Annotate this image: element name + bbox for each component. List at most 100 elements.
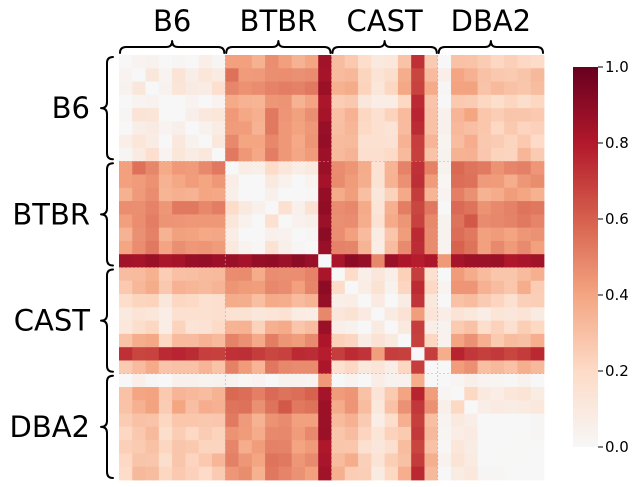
heatmap-cell bbox=[265, 347, 279, 361]
heatmap-cell bbox=[397, 227, 412, 242]
heatmap-cell bbox=[397, 68, 412, 82]
heatmap-cell bbox=[464, 466, 478, 481]
heatmap-cell bbox=[384, 240, 399, 255]
heatmap-cell bbox=[384, 55, 399, 69]
heatmap-cell bbox=[185, 187, 200, 202]
top-brace-b6 bbox=[119, 40, 226, 54]
heatmap-cell bbox=[477, 121, 492, 136]
heatmap-cell bbox=[331, 280, 346, 295]
heatmap-cell bbox=[119, 174, 133, 189]
heatmap-cell bbox=[225, 280, 239, 295]
heatmap-cell bbox=[185, 201, 200, 215]
heatmap-cell bbox=[251, 320, 266, 335]
heatmap-cell bbox=[451, 426, 465, 441]
heatmap-cell bbox=[358, 333, 372, 348]
heatmap-cell bbox=[318, 254, 332, 268]
left-brace-dba2 bbox=[100, 374, 114, 479]
heatmap-cell bbox=[331, 108, 346, 122]
heatmap-cell bbox=[411, 174, 425, 189]
heatmap-cell bbox=[517, 214, 532, 229]
heatmap-cell bbox=[211, 387, 226, 401]
heatmap-cell bbox=[238, 68, 253, 82]
heatmap-cell bbox=[451, 240, 465, 255]
heatmap-cell bbox=[318, 214, 332, 229]
heatmap-cell bbox=[318, 466, 332, 481]
heatmap-cell bbox=[384, 400, 399, 414]
heatmap-cell bbox=[158, 214, 173, 229]
heatmap-cell bbox=[397, 360, 412, 375]
heatmap-cell bbox=[530, 227, 545, 242]
heatmap-cell bbox=[451, 413, 465, 428]
heatmap-cell bbox=[397, 240, 412, 255]
heatmap-cell bbox=[411, 413, 425, 428]
heatmap-cell bbox=[384, 267, 399, 282]
heatmap-cell bbox=[172, 413, 186, 428]
heatmap-cell bbox=[490, 147, 505, 162]
heatmap-cell bbox=[371, 254, 386, 268]
heatmap-cell bbox=[504, 94, 518, 109]
heatmap-cell bbox=[318, 134, 332, 149]
heatmap-cell bbox=[225, 347, 239, 361]
heatmap-cell bbox=[331, 426, 346, 441]
heatmap-cell bbox=[265, 240, 279, 255]
heatmap-cell bbox=[517, 333, 532, 348]
heatmap-cell bbox=[172, 147, 186, 162]
heatmap-cell bbox=[172, 440, 186, 454]
heatmap-cell bbox=[158, 201, 173, 215]
heatmap-cell bbox=[331, 387, 346, 401]
heatmap-cell bbox=[477, 161, 492, 175]
heatmap-cell bbox=[384, 68, 399, 82]
left-group-label: CAST bbox=[14, 304, 90, 338]
heatmap-cell bbox=[132, 307, 146, 322]
heatmap-cell bbox=[384, 121, 399, 136]
heatmap-cell bbox=[424, 373, 439, 388]
heatmap-cell bbox=[225, 81, 239, 96]
heatmap-cell bbox=[344, 68, 359, 82]
heatmap-cell bbox=[172, 307, 186, 322]
heatmap-cell bbox=[251, 68, 266, 82]
heatmap-cell bbox=[211, 174, 226, 189]
heatmap-cell bbox=[451, 134, 465, 149]
heatmap-cell bbox=[397, 55, 412, 69]
heatmap-cell bbox=[397, 333, 412, 348]
heatmap-cell bbox=[132, 134, 146, 149]
heatmap-cell bbox=[477, 400, 492, 414]
heatmap-cell bbox=[172, 201, 186, 215]
heatmap-cell bbox=[331, 55, 346, 69]
heatmap-cell bbox=[198, 161, 213, 175]
heatmap-cell bbox=[225, 121, 239, 136]
heatmap-cell bbox=[384, 81, 399, 96]
heatmap-cell bbox=[451, 320, 465, 335]
heatmap-cell bbox=[517, 201, 532, 215]
heatmap-cell bbox=[437, 294, 452, 308]
heatmap-cell bbox=[331, 214, 346, 229]
heatmap-cell bbox=[251, 440, 266, 454]
heatmap-cell bbox=[304, 174, 319, 189]
heatmap-cell bbox=[397, 201, 412, 215]
heatmap-cell bbox=[251, 108, 266, 122]
heatmap-cell bbox=[384, 426, 399, 441]
heatmap-cell bbox=[490, 333, 505, 348]
heatmap-cell bbox=[172, 68, 186, 82]
heatmap-cell bbox=[158, 147, 173, 162]
top-brace-btbr bbox=[225, 40, 332, 54]
heatmap-cell bbox=[331, 347, 346, 361]
heatmap-cell bbox=[424, 387, 439, 401]
heatmap-cell bbox=[504, 294, 518, 308]
heatmap-cell bbox=[145, 387, 160, 401]
heatmap-cell bbox=[172, 347, 186, 361]
heatmap-cell bbox=[211, 440, 226, 454]
heatmap-cell bbox=[172, 453, 186, 468]
heatmap-cell bbox=[384, 227, 399, 242]
heatmap-cell bbox=[225, 187, 239, 202]
heatmap-cell bbox=[451, 81, 465, 96]
heatmap-cell bbox=[424, 134, 439, 149]
heatmap-cell bbox=[251, 174, 266, 189]
heatmap-cell bbox=[211, 121, 226, 136]
heatmap-cell bbox=[251, 201, 266, 215]
heatmap-cell bbox=[424, 201, 439, 215]
heatmap-cell bbox=[291, 440, 306, 454]
heatmap-cell bbox=[490, 134, 505, 149]
heatmap-cell bbox=[411, 68, 425, 82]
heatmap-cell bbox=[517, 373, 532, 388]
